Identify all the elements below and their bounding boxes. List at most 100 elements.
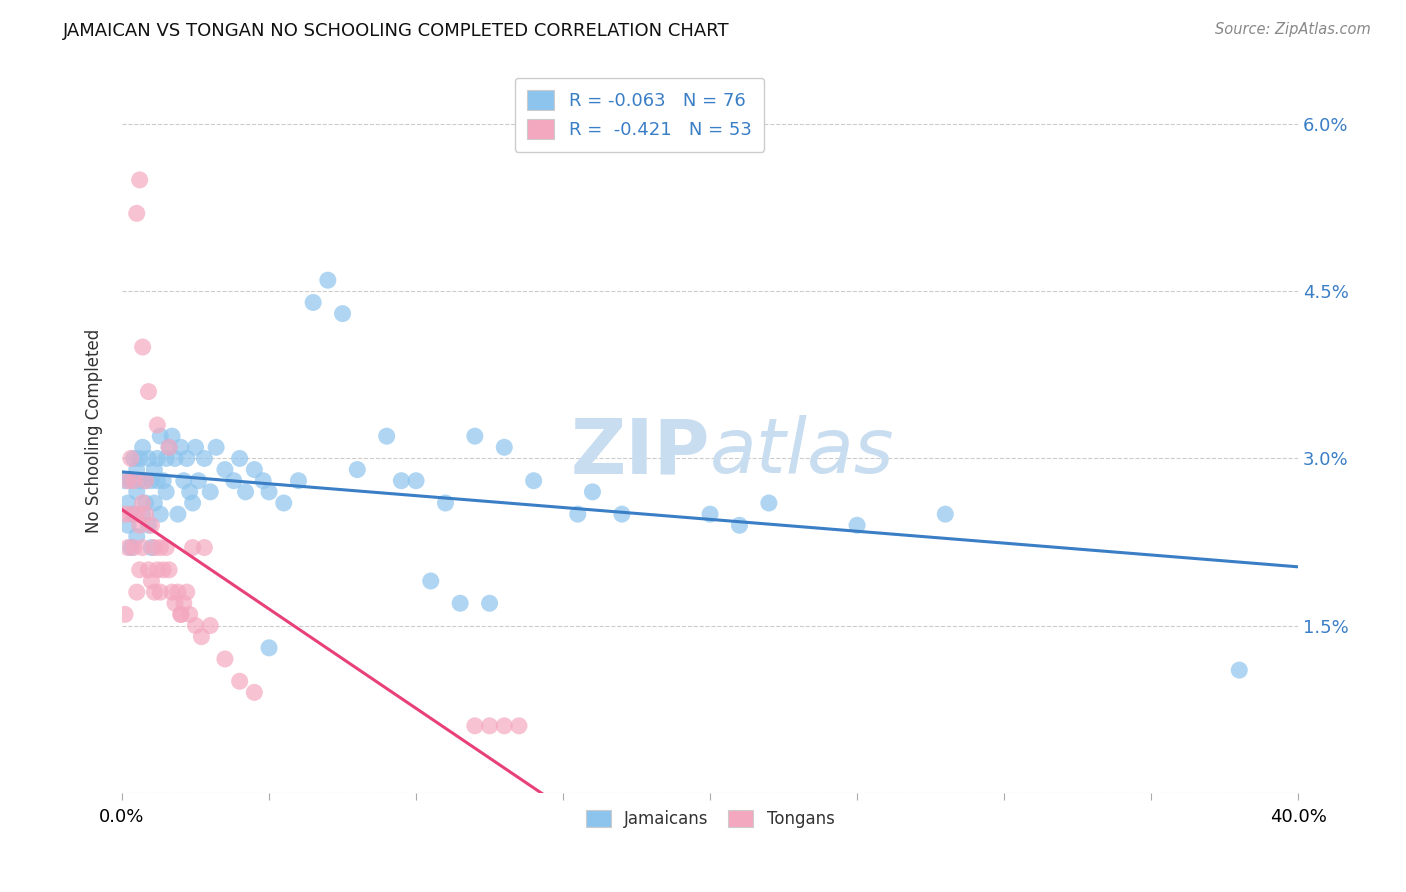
Point (170, 440, 193, 454)
Point (179, 607, 201, 622)
Point (143, 585, 166, 599)
Point (149, 507, 172, 521)
Point (184, 440, 207, 454)
Point (610, 507, 633, 521)
Point (146, 417, 169, 432)
Point (228, 451, 250, 466)
Point (375, 429, 398, 443)
Point (122, 474, 145, 488)
Point (128, 518, 150, 533)
Point (143, 541, 166, 555)
Point (170, 607, 193, 622)
Point (131, 541, 153, 555)
Point (214, 652, 236, 666)
Point (449, 596, 471, 610)
Point (125, 585, 148, 599)
Point (138, 518, 160, 533)
Point (146, 451, 169, 466)
Point (135, 507, 157, 521)
Point (181, 496, 204, 510)
Point (243, 462, 266, 476)
Text: Source: ZipAtlas.com: Source: ZipAtlas.com (1215, 22, 1371, 37)
Point (125, 507, 148, 521)
Point (120, 474, 142, 488)
Point (141, 541, 163, 555)
Point (205, 440, 228, 454)
Point (117, 474, 139, 488)
Point (200, 484, 222, 499)
Point (170, 607, 193, 622)
Point (149, 585, 172, 599)
Point (478, 719, 501, 733)
Point (190, 630, 212, 644)
Point (157, 563, 180, 577)
Point (173, 596, 195, 610)
Point (332, 307, 354, 321)
Point (181, 541, 204, 555)
Point (114, 474, 136, 488)
Point (934, 507, 956, 521)
Point (193, 451, 215, 466)
Point (128, 451, 150, 466)
Point (699, 507, 721, 521)
Point (193, 541, 215, 555)
Point (152, 563, 174, 577)
Point (149, 429, 172, 443)
Point (122, 507, 145, 521)
Point (146, 563, 169, 577)
Point (152, 474, 174, 488)
Point (173, 474, 195, 488)
Point (235, 484, 257, 499)
Point (125, 206, 148, 220)
Point (184, 618, 207, 632)
Point (138, 563, 160, 577)
Text: JAMAICAN VS TONGAN NO SCHOOLING COMPLETED CORRELATION CHART: JAMAICAN VS TONGAN NO SCHOOLING COMPLETE… (63, 22, 730, 40)
Point (160, 429, 183, 443)
Point (160, 585, 183, 599)
Point (125, 529, 148, 543)
Point (163, 451, 186, 466)
Point (146, 474, 169, 488)
Point (176, 585, 198, 599)
Point (117, 496, 139, 510)
Point (464, 719, 486, 733)
Point (405, 474, 427, 488)
Point (273, 496, 295, 510)
Point (567, 507, 589, 521)
Point (125, 462, 148, 476)
Point (120, 541, 142, 555)
Point (143, 462, 166, 476)
Point (728, 518, 751, 533)
Point (143, 496, 166, 510)
Point (125, 484, 148, 499)
Point (478, 596, 501, 610)
Text: ZIP: ZIP (571, 416, 710, 490)
Point (243, 685, 266, 699)
Point (141, 474, 163, 488)
Point (135, 474, 157, 488)
Point (149, 541, 172, 555)
Point (179, 484, 201, 499)
Legend: Jamaicans, Tongans: Jamaicans, Tongans (579, 804, 841, 835)
Point (581, 484, 603, 499)
Point (434, 496, 457, 510)
Point (155, 541, 177, 555)
Point (141, 518, 163, 533)
Point (228, 674, 250, 689)
Point (176, 451, 198, 466)
Point (494, 719, 516, 733)
Point (141, 574, 163, 588)
Point (120, 507, 142, 521)
Point (494, 440, 516, 454)
Point (222, 474, 245, 488)
Point (157, 440, 180, 454)
Point (138, 384, 160, 399)
Point (117, 541, 139, 555)
Point (122, 451, 145, 466)
Point (257, 484, 280, 499)
Point (131, 440, 153, 454)
Point (157, 440, 180, 454)
Point (114, 607, 136, 622)
Point (128, 563, 150, 577)
Point (214, 462, 236, 476)
